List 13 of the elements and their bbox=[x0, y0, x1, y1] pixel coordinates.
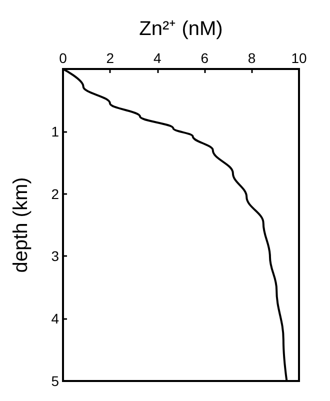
x-tick-label: 10 bbox=[291, 50, 307, 66]
y-tick-label: 5 bbox=[51, 373, 60, 389]
y-tick-label: 1 bbox=[51, 123, 60, 140]
x-tick-label: 4 bbox=[154, 50, 162, 66]
y-tick-label: 3 bbox=[51, 248, 60, 264]
x-tick-label: 6 bbox=[200, 50, 209, 66]
y-axis-title: depth (km) bbox=[10, 177, 32, 273]
x-tick-label: 2 bbox=[106, 50, 114, 66]
y-tick-label: 2 bbox=[51, 186, 60, 202]
x-axis-title: Zn²⁺ (nM) bbox=[139, 18, 223, 40]
x-tick-label: 0 bbox=[59, 50, 68, 66]
x-tick-label: 8 bbox=[248, 50, 256, 66]
y-tick-label: 4 bbox=[51, 310, 60, 327]
